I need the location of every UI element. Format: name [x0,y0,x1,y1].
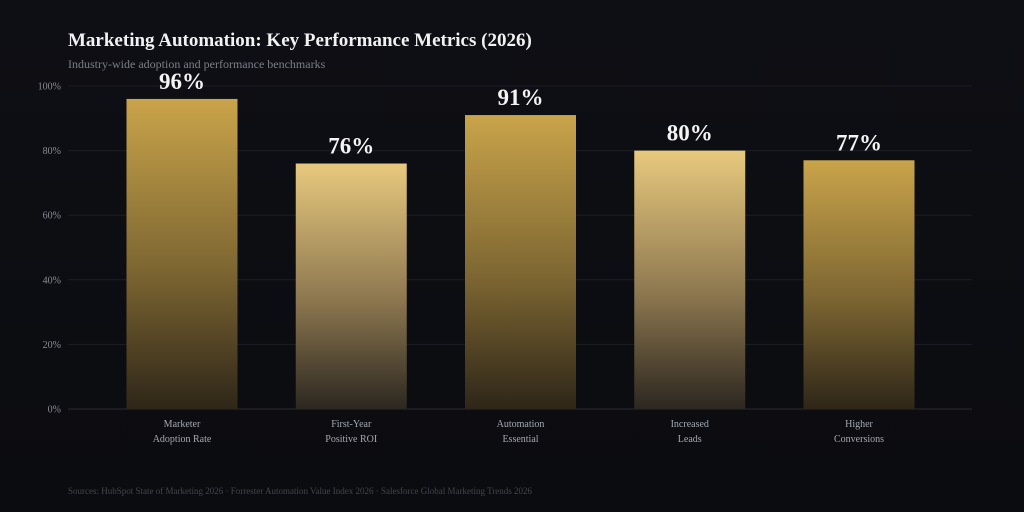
chart-subtitle: Industry-wide adoption and performance b… [68,57,326,71]
x-tick-label: Positive ROI [325,434,377,445]
bar [803,160,915,409]
y-tick-label: 20% [43,340,61,351]
bars [126,98,915,410]
chart-title: Marketing Automation: Key Performance Me… [68,30,532,51]
bar-value-label: 77% [836,130,882,155]
data-labels: 96% 76% 91% 80% 77% [159,69,882,159]
bar-value-label: 80% [667,121,713,146]
y-tick-label: 100% [38,82,61,93]
y-tick-label: 80% [43,146,61,157]
x-tick-label: Adoption Rate [153,434,212,445]
bar [465,115,576,409]
x-tick-label: Increased [671,419,709,430]
bar [295,163,407,409]
x-tick-label: First-Year [331,419,372,430]
y-axis: 0% 20% 40% 60% 80% 100% [38,82,61,416]
x-tick-label: Essential [502,434,538,445]
x-tick-label: Automation [497,419,545,430]
y-tick-label: 40% [43,275,61,286]
bar [634,150,746,409]
bar-value-label: 76% [328,134,374,159]
x-tick-label: Higher [845,419,873,430]
y-tick-label: 0% [48,405,61,416]
x-axis: Marketer Adoption Rate First-Year Positive … [153,419,884,445]
x-tick-label: Conversions [834,434,884,445]
x-tick-label: Marketer [164,419,201,430]
chart-source-note: Sources: HubSpot State of Marketing 2026… [68,486,533,496]
y-tick-label: 60% [43,211,61,222]
bar-value-label: 96% [159,69,205,94]
bar [126,98,238,410]
bar-value-label: 91% [498,85,544,110]
x-tick-label: Leads [678,434,702,445]
